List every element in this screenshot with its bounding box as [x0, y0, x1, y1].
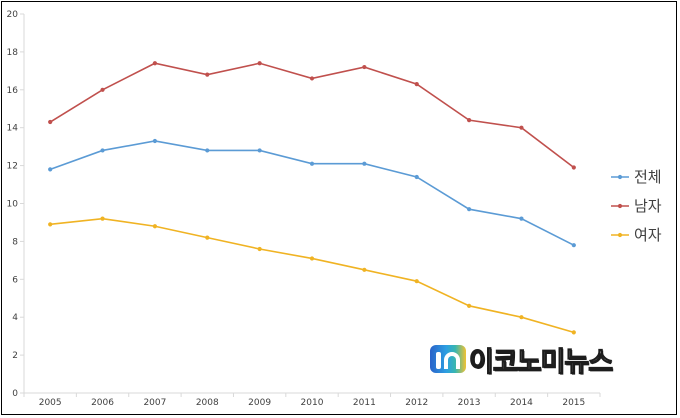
y-tick-label: 20	[7, 10, 19, 20]
x-tick-label: 2009	[248, 398, 271, 408]
data-point	[414, 174, 419, 180]
x-tick-label: 2013	[458, 398, 481, 408]
data-point	[48, 119, 53, 125]
data-point	[205, 235, 210, 240]
y-tick-label: 18	[7, 48, 19, 58]
legend-label: 여자	[634, 226, 662, 244]
data-point	[571, 243, 576, 248]
data-point	[152, 61, 158, 66]
data-point	[100, 216, 105, 221]
data-point	[362, 267, 367, 272]
data-point	[571, 330, 576, 335]
x-tick-label: 2014	[510, 398, 533, 408]
data-point	[309, 161, 315, 166]
legend-marker	[617, 174, 623, 180]
data-point	[257, 61, 262, 66]
y-tick-label: 2	[12, 351, 18, 361]
data-point	[362, 161, 367, 166]
y-tick-label: 0	[12, 389, 18, 399]
data-point	[414, 279, 419, 284]
x-tick-label: 2011	[353, 398, 376, 408]
x-tick-label: 2006	[91, 398, 114, 408]
series-line-3	[50, 217, 575, 334]
legend-marker	[617, 203, 623, 209]
data-point	[205, 72, 210, 77]
legend-label: 전체	[634, 168, 662, 186]
data-point	[48, 167, 53, 172]
data-point	[519, 315, 524, 320]
series-line-1	[49, 140, 575, 246]
economy-news-logo-icon	[430, 345, 466, 373]
data-point	[466, 207, 472, 212]
data-point	[205, 148, 210, 153]
data-point	[257, 246, 262, 252]
data-point	[100, 148, 105, 153]
x-axis: 2005 2006 2007 2008 2009 2010 2011 2012 2013 2014…	[23, 392, 601, 408]
x-tick-label: 2005	[39, 398, 62, 408]
data-point	[362, 64, 367, 70]
data-point	[257, 148, 262, 153]
data-point	[571, 165, 576, 170]
data-point	[48, 222, 53, 227]
y-tick-label: 10	[7, 200, 19, 210]
watermark-logo: 이코노미뉴스	[430, 343, 614, 378]
legend-label: 남자	[634, 197, 662, 215]
y-tick-label: 4	[12, 313, 18, 323]
data-point	[466, 118, 472, 123]
y-tick-label: 6	[12, 275, 18, 285]
y-tick-label: 8	[12, 237, 18, 247]
data-point	[100, 87, 105, 92]
watermark-text: 이코노미뉴스	[468, 346, 613, 378]
data-point	[309, 76, 315, 81]
x-tick-label: 2008	[196, 398, 219, 408]
y-tick-label: 14	[7, 124, 19, 134]
x-tick-label: 2010	[301, 398, 324, 408]
x-tick-label: 2012	[405, 398, 428, 408]
x-tick-label: 2007	[143, 398, 166, 408]
x-tick-label: 2015	[562, 398, 585, 408]
data-point	[519, 216, 524, 221]
data-point	[152, 224, 158, 229]
data-point	[519, 125, 524, 130]
legend-marker	[617, 232, 623, 238]
y-axis: 0 2 4 6 8 10 12 14 16 18 20	[7, 10, 25, 399]
data-point	[152, 138, 158, 144]
data-point	[309, 256, 315, 261]
data-point	[414, 82, 419, 87]
y-tick-label: 16	[7, 86, 19, 96]
series-layer	[48, 61, 576, 335]
data-point	[466, 303, 472, 308]
y-tick-label: 12	[7, 162, 18, 172]
